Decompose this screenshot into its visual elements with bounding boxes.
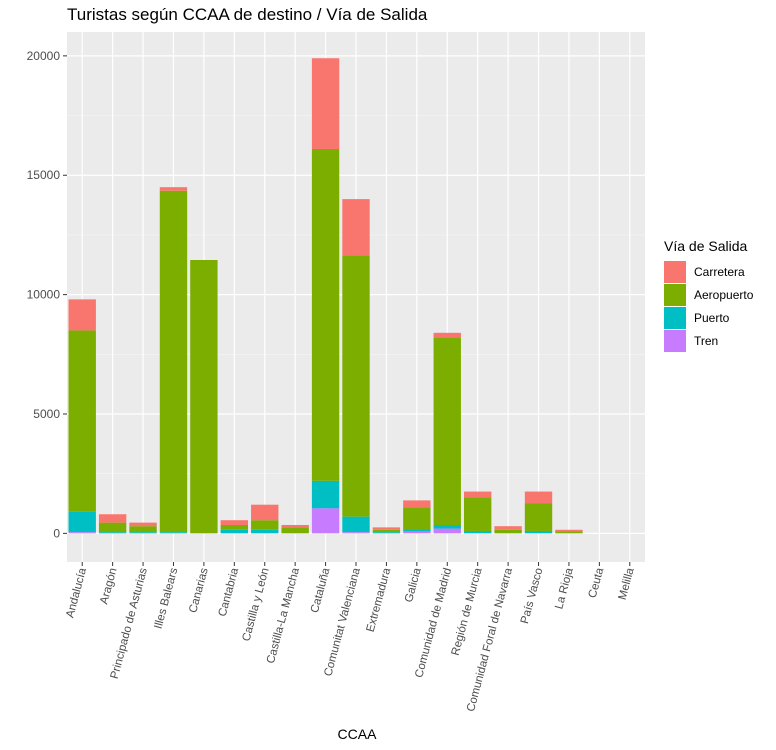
bar-aeropuerto-0 xyxy=(68,330,96,512)
bar-aeropuerto-15 xyxy=(524,503,553,531)
legend-label-tren: Tren xyxy=(694,333,719,348)
bar-tren-0 xyxy=(68,532,96,534)
bar-carretera-9 xyxy=(342,199,370,256)
bar-aeropuerto-8 xyxy=(311,148,340,481)
bar-aeropuerto-13 xyxy=(463,497,492,531)
bar-carretera-5 xyxy=(220,520,249,525)
legend-item-tren: Tren xyxy=(664,329,753,352)
bar-aeropuerto-11 xyxy=(403,507,431,530)
bar-puerto-13 xyxy=(463,530,492,534)
legend: Vía de Salida Carretera Aeropuerto Puert… xyxy=(664,238,753,352)
legend-key-puerto xyxy=(664,306,686,329)
bar-puerto-10 xyxy=(372,532,401,534)
bar-puerto-1 xyxy=(98,532,127,534)
x-tick-label: Melilla xyxy=(617,566,637,601)
legend-item-puerto: Puerto xyxy=(664,306,753,329)
bar-carretera-12 xyxy=(433,332,461,338)
bar-aeropuerto-9 xyxy=(342,255,370,517)
bar-aeropuerto-7 xyxy=(281,527,309,534)
x-tick-label: Galicia xyxy=(403,566,424,604)
bar-carretera-14 xyxy=(494,526,522,530)
legend-label-carretera: Carretera xyxy=(694,264,745,279)
legend-label-puerto: Puerto xyxy=(694,310,730,325)
bar-puerto-9 xyxy=(342,516,370,533)
legend-label-aeropuerto: Aeropuerto xyxy=(694,287,754,302)
bar-aeropuerto-12 xyxy=(433,337,461,525)
x-axis-title: CCAA xyxy=(337,726,377,742)
bar-carretera-10 xyxy=(372,527,401,530)
y-tick-label: 10000 xyxy=(27,288,61,302)
bar-puerto-5 xyxy=(220,529,249,534)
y-tick-label: 15000 xyxy=(27,168,61,182)
bar-carretera-16 xyxy=(555,529,583,532)
legend-key-tren xyxy=(664,329,686,352)
bar-carretera-1 xyxy=(98,514,127,523)
bar-puerto-8 xyxy=(311,480,340,509)
x-tick-label: País Vasco xyxy=(519,567,545,625)
bar-carretera-13 xyxy=(463,491,492,498)
x-tick-label: Andalucía xyxy=(64,566,89,619)
chart-title: Turistas según CCAA de destino / Vía de … xyxy=(67,5,428,24)
x-tick-label: Canarias xyxy=(187,566,211,614)
bar-puerto-11 xyxy=(403,529,431,532)
bar-carretera-15 xyxy=(524,491,553,504)
bar-carretera-6 xyxy=(251,504,279,521)
bar-carretera-7 xyxy=(281,524,309,528)
x-tick-label: Ceuta xyxy=(587,566,607,599)
x-tick-label: Castilla-La Mancha xyxy=(265,566,302,665)
y-tick-label: 20000 xyxy=(27,49,61,63)
bar-aeropuerto-3 xyxy=(159,190,188,533)
x-tick-label: La Rioja xyxy=(553,566,576,610)
y-tick-label: 0 xyxy=(53,526,60,540)
bar-tren-8 xyxy=(311,508,340,534)
bar-aeropuerto-16 xyxy=(555,531,583,534)
bar-aeropuerto-6 xyxy=(251,520,279,530)
bar-puerto-12 xyxy=(433,524,461,529)
x-tick-label: Illes Balears xyxy=(153,566,181,630)
x-tick-label: Región de Murcia xyxy=(450,566,485,657)
bar-aeropuerto-14 xyxy=(494,529,522,534)
legend-item-carretera: Carretera xyxy=(664,260,753,283)
bar-puerto-3 xyxy=(159,532,188,534)
bar-puerto-2 xyxy=(129,532,157,534)
bar-carretera-0 xyxy=(68,299,96,331)
bar-puerto-6 xyxy=(251,529,279,534)
x-tick-label: Cataluña xyxy=(309,566,333,614)
x-tick-label: Cantabria xyxy=(217,566,242,618)
y-tick-label: 5000 xyxy=(33,407,60,421)
legend-key-aeropuerto xyxy=(664,283,686,306)
bar-aeropuerto-4 xyxy=(190,259,218,534)
bar-tren-11 xyxy=(403,531,431,534)
bar-aeropuerto-2 xyxy=(129,526,157,533)
bar-tren-9 xyxy=(342,532,370,534)
legend-key-carretera xyxy=(664,260,686,283)
bar-tren-12 xyxy=(433,528,461,534)
bar-carretera-11 xyxy=(403,500,431,508)
bar-carretera-2 xyxy=(129,522,157,527)
bar-aeropuerto-5 xyxy=(220,524,249,530)
legend-title: Vía de Salida xyxy=(664,238,748,254)
bar-puerto-0 xyxy=(68,511,96,533)
bar-aeropuerto-10 xyxy=(372,529,401,533)
bar-aeropuerto-1 xyxy=(98,522,127,533)
legend-item-aeropuerto: Aeropuerto xyxy=(664,283,753,306)
bar-carretera-3 xyxy=(159,187,188,191)
bar-carretera-8 xyxy=(311,58,340,149)
x-tick-label: Extremadura xyxy=(365,566,394,633)
bar-puerto-15 xyxy=(524,530,553,534)
x-tick-label: Castilla y León xyxy=(241,567,272,643)
x-tick-label: Aragón xyxy=(98,567,119,606)
